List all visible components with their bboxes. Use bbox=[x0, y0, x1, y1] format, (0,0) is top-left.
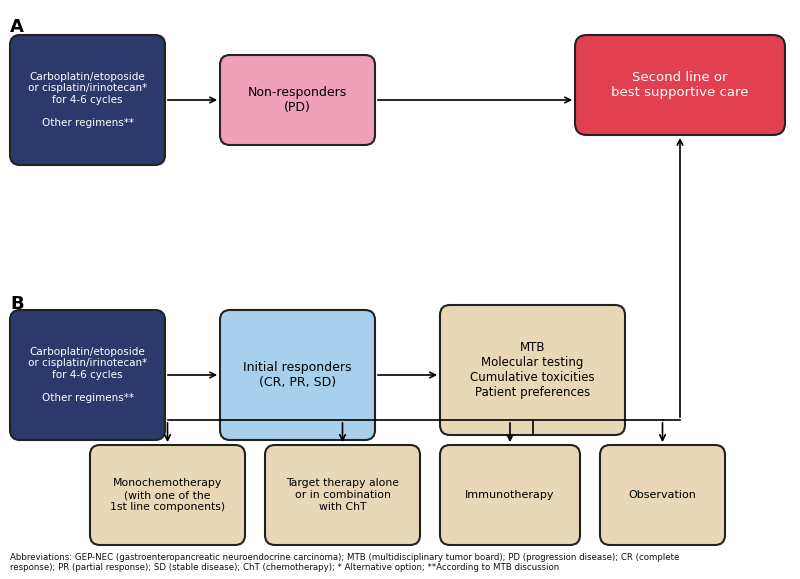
Text: MTB
Molecular testing
Cumulative toxicities
Patient preferences: MTB Molecular testing Cumulative toxicit… bbox=[470, 341, 595, 399]
FancyBboxPatch shape bbox=[600, 445, 725, 545]
Text: Abbreviations: GEP-NEC (gastroenteropancreatic neuroendocrine carcinoma); MTB (m: Abbreviations: GEP-NEC (gastroenteropanc… bbox=[10, 553, 679, 573]
Text: Carboplatin/etoposide
or cisplatin/irinotecan*
for 4-6 cycles

Other regimens**: Carboplatin/etoposide or cisplatin/irino… bbox=[28, 72, 147, 128]
Text: A: A bbox=[10, 18, 24, 36]
Text: Observation: Observation bbox=[629, 490, 697, 500]
Text: Second line or
best supportive care: Second line or best supportive care bbox=[611, 71, 749, 99]
Text: Immunotherapy: Immunotherapy bbox=[466, 490, 554, 500]
FancyBboxPatch shape bbox=[440, 445, 580, 545]
FancyBboxPatch shape bbox=[440, 305, 625, 435]
Text: B: B bbox=[10, 295, 24, 313]
FancyBboxPatch shape bbox=[220, 55, 375, 145]
FancyBboxPatch shape bbox=[220, 310, 375, 440]
FancyBboxPatch shape bbox=[10, 35, 165, 165]
Text: Monochemotherapy
(with one of the
1st line components): Monochemotherapy (with one of the 1st li… bbox=[110, 478, 225, 512]
Text: Target therapy alone
or in combination
with ChT: Target therapy alone or in combination w… bbox=[286, 478, 399, 512]
Text: Initial responders
(CR, PR, SD): Initial responders (CR, PR, SD) bbox=[243, 361, 352, 389]
FancyBboxPatch shape bbox=[90, 445, 245, 545]
FancyBboxPatch shape bbox=[10, 310, 165, 440]
Text: Non-responders
(PD): Non-responders (PD) bbox=[248, 86, 347, 114]
FancyBboxPatch shape bbox=[575, 35, 785, 135]
FancyBboxPatch shape bbox=[265, 445, 420, 545]
Text: Carboplatin/etoposide
or cisplatin/irinotecan*
for 4-6 cycles

Other regimens**: Carboplatin/etoposide or cisplatin/irino… bbox=[28, 347, 147, 403]
